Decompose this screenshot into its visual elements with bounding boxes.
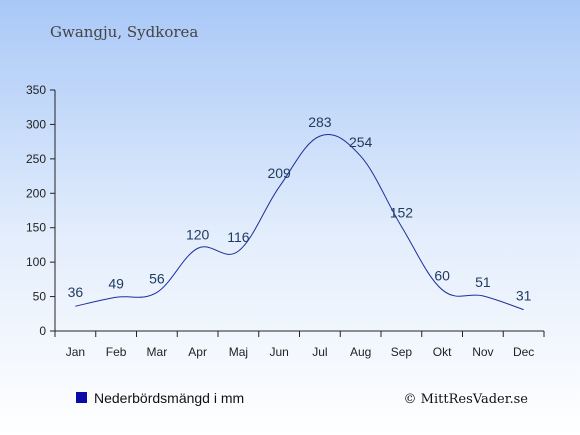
data-label: 209 — [267, 165, 291, 181]
x-tick-label: Mar — [147, 345, 168, 359]
y-tick-label: 350 — [26, 83, 46, 97]
y-tick-label: 300 — [26, 117, 46, 131]
data-label: 51 — [475, 274, 491, 290]
y-tick-label: 250 — [26, 152, 46, 166]
data-label: 116 — [227, 229, 250, 245]
data-label: 254 — [349, 134, 373, 150]
data-label: 36 — [68, 284, 84, 300]
data-labels: 36 49 56 120 116 209 283 254 152 60 51 31 — [68, 114, 532, 304]
axes: 0 50 100 150 200 250 300 350 Jan Feb Mar Apr Maj Jun J… — [26, 83, 545, 359]
y-tick-label: 200 — [26, 186, 46, 200]
x-tick-label: Jul — [312, 345, 327, 359]
y-tick-label: 100 — [26, 255, 46, 269]
copyright-credit: © MittResVader.se — [404, 392, 529, 407]
x-tick-label: Aug — [350, 345, 371, 359]
x-tick-label: Dec — [513, 345, 534, 359]
series-line — [75, 134, 524, 311]
data-label: 120 — [186, 226, 210, 242]
x-tick-label: Sep — [391, 345, 413, 359]
data-label: 60 — [434, 268, 450, 284]
y-tick-label: 150 — [26, 221, 46, 235]
data-label: 31 — [516, 288, 532, 304]
data-label: 49 — [108, 275, 124, 291]
legend-label: Nederbördsmängd i mm — [94, 390, 244, 406]
x-tick-label: Nov — [472, 345, 493, 359]
x-tick-label: Maj — [229, 345, 248, 359]
x-tick-label: Jun — [269, 345, 288, 359]
x-tick-label: Apr — [188, 345, 207, 359]
x-tick-label: Jan — [66, 345, 85, 359]
data-label: 152 — [390, 204, 414, 220]
data-label: 283 — [308, 114, 332, 130]
y-tick-label: 0 — [39, 324, 46, 338]
chart-title: Gwangju, Sydkorea — [50, 23, 198, 41]
series-layer — [75, 134, 524, 311]
x-tick-label: Okt — [433, 345, 452, 359]
x-tick-label: Feb — [106, 345, 127, 359]
legend-swatch — [76, 392, 87, 403]
y-tick-label: 50 — [33, 290, 47, 304]
data-label: 56 — [149, 270, 165, 286]
